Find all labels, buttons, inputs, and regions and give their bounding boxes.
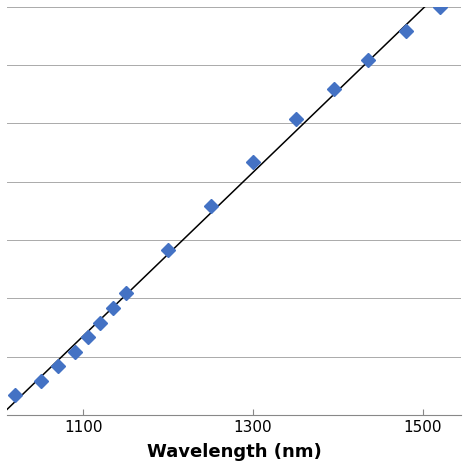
X-axis label: Wavelength (nm): Wavelength (nm) (146, 443, 322, 461)
